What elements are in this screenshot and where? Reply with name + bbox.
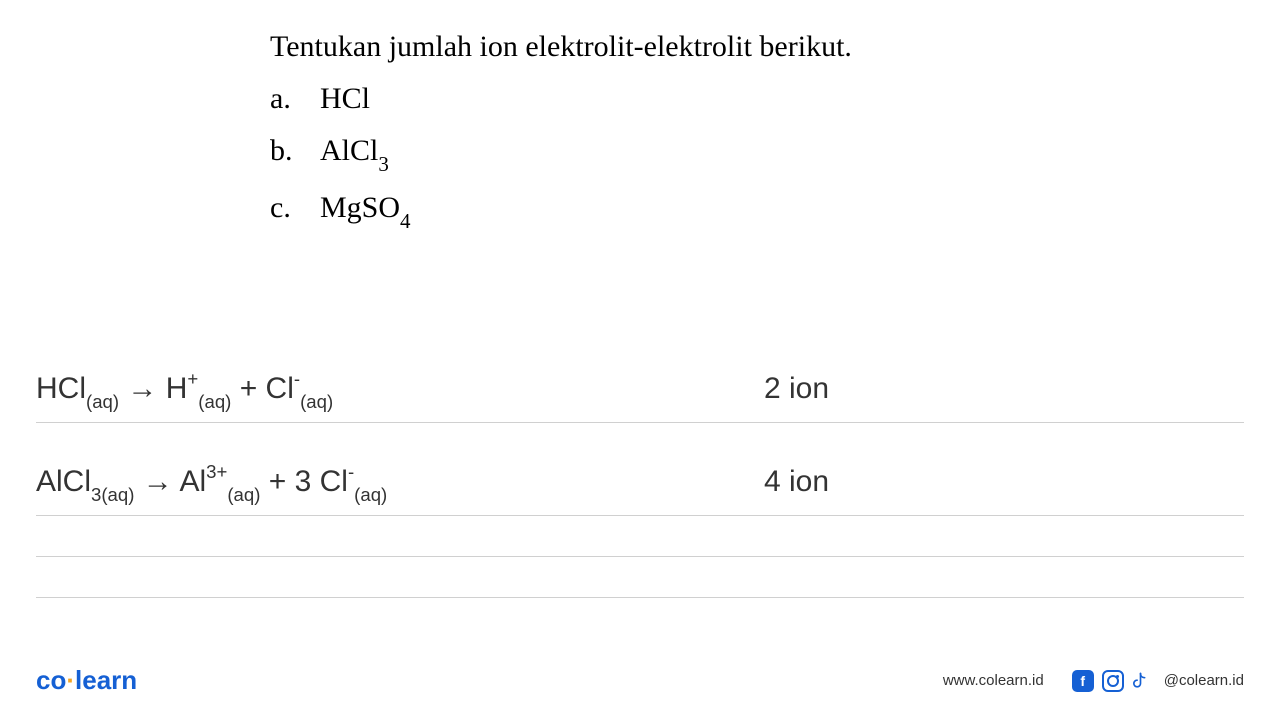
blank-line bbox=[36, 597, 1244, 598]
answer-row: AlCl3(aq) → Al3+(aq) + 3 Cl-(aq) 4 ion bbox=[36, 463, 1244, 516]
logo-co: co bbox=[36, 665, 66, 695]
item-formula: MgSO4 bbox=[320, 191, 411, 230]
question-item-a: a. HCl bbox=[270, 82, 852, 116]
instagram-icon[interactable] bbox=[1102, 670, 1124, 692]
logo: co·learn bbox=[36, 665, 137, 696]
logo-learn: learn bbox=[75, 665, 137, 695]
tiktok-icon[interactable] bbox=[1132, 670, 1154, 692]
facebook-icon[interactable]: f bbox=[1072, 670, 1094, 692]
footer: co·learn www.colearn.id f @colearn.id bbox=[36, 665, 1244, 696]
website-link[interactable]: www.colearn.id bbox=[943, 672, 1044, 689]
question-item-b: b. AlCl3 bbox=[270, 134, 852, 173]
item-letter: a. bbox=[270, 82, 320, 116]
social-handle: @colearn.id bbox=[1164, 672, 1244, 689]
question-block: Tentukan jumlah ion elektrolit-elektroli… bbox=[270, 30, 852, 248]
ion-count: 2 ion bbox=[764, 372, 1244, 406]
logo-dot: · bbox=[66, 665, 75, 695]
question-title: Tentukan jumlah ion elektrolit-elektroli… bbox=[270, 30, 852, 64]
blank-line bbox=[36, 556, 1244, 557]
item-formula: HCl bbox=[320, 82, 370, 116]
ion-count: 4 ion bbox=[764, 465, 1244, 499]
answer-row: HCl(aq) → H+(aq) + Cl-(aq) 2 ion bbox=[36, 370, 1244, 423]
item-formula: AlCl3 bbox=[320, 134, 389, 173]
equation: HCl(aq) → H+(aq) + Cl-(aq) bbox=[36, 370, 764, 410]
footer-right: www.colearn.id f @colearn.id bbox=[943, 670, 1244, 692]
item-letter: c. bbox=[270, 191, 320, 225]
item-letter: b. bbox=[270, 134, 320, 168]
answer-rows: HCl(aq) → H+(aq) + Cl-(aq) 2 ion AlCl3(a… bbox=[36, 370, 1244, 638]
equation: AlCl3(aq) → Al3+(aq) + 3 Cl-(aq) bbox=[36, 463, 764, 503]
social-icons: f @colearn.id bbox=[1072, 670, 1244, 692]
question-item-c: c. MgSO4 bbox=[270, 191, 852, 230]
